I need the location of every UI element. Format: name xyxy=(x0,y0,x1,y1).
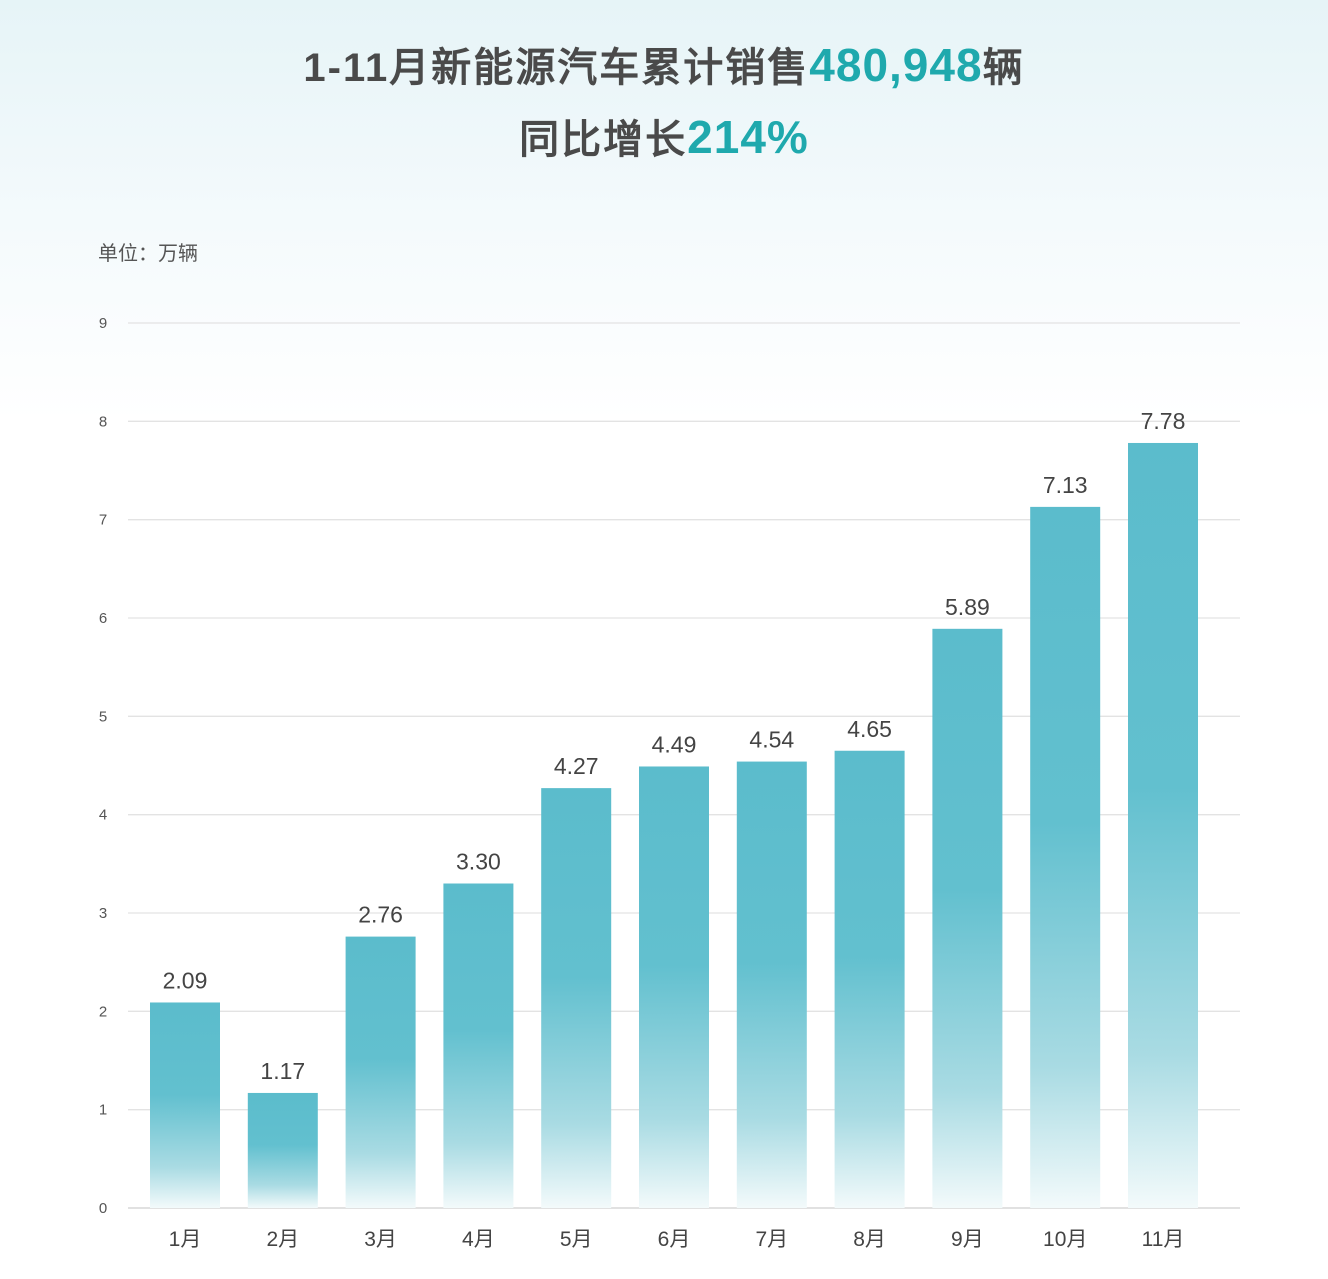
headline-prefix: 1-11月新能源汽车累计销售 xyxy=(303,46,810,90)
data-label: 4.27 xyxy=(554,753,599,779)
y-tick-label: 3 xyxy=(99,905,107,922)
x-tick-label: 5月 xyxy=(560,1228,593,1251)
unit-label: 单位：万辆 xyxy=(98,243,198,265)
headline-yoy-growth: 同比增长214% xyxy=(0,108,1328,169)
bar xyxy=(247,1092,318,1208)
y-tick-label: 7 xyxy=(99,512,107,529)
x-tick-label: 4月 xyxy=(462,1228,495,1251)
x-tick-label: 10月 xyxy=(1043,1228,1087,1251)
y-tick-label: 2 xyxy=(99,1003,107,1020)
y-tick-label: 6 xyxy=(99,610,107,627)
x-tick-label: 2月 xyxy=(266,1228,299,1251)
data-label: 7.78 xyxy=(1141,408,1186,434)
bar xyxy=(443,883,514,1208)
data-label: 1.17 xyxy=(260,1058,305,1084)
bar xyxy=(1030,506,1101,1209)
bar xyxy=(932,628,1003,1208)
y-tick-label: 5 xyxy=(99,708,107,725)
data-label: 4.49 xyxy=(652,731,697,757)
x-tick-label: 9月 xyxy=(951,1228,984,1251)
data-label: 2.76 xyxy=(358,902,403,928)
bar xyxy=(541,788,612,1208)
y-tick-label: 4 xyxy=(99,807,107,824)
y-tick-label: 8 xyxy=(99,413,107,430)
x-tick-label: 6月 xyxy=(658,1228,691,1251)
x-tick-label: 7月 xyxy=(755,1228,788,1251)
headline-total-value: 480,948 xyxy=(809,39,983,91)
headline-suffix: 辆 xyxy=(982,46,1025,90)
growth-value: 214% xyxy=(687,111,809,163)
data-label: 4.54 xyxy=(749,727,794,753)
y-axis-ticks: 0 1 2 3 4 5 6 7 8 9 xyxy=(99,315,107,1217)
bars xyxy=(150,442,1198,1209)
x-tick-label: 8月 xyxy=(853,1228,886,1251)
value-labels: 2.09 1.17 2.76 3.30 4.27 4.49 4.54 4.65 5.89 7.13… xyxy=(163,408,1186,1084)
growth-prefix: 同比增长 xyxy=(519,118,688,162)
bar xyxy=(150,1002,220,1208)
y-tick-label: 0 xyxy=(99,1200,107,1217)
bar xyxy=(1128,442,1198,1208)
x-tick-label: 11月 xyxy=(1142,1228,1185,1251)
y-tick-label: 1 xyxy=(99,1102,107,1119)
bar xyxy=(736,761,807,1208)
bar xyxy=(639,766,709,1208)
y-tick-label: 9 xyxy=(99,315,107,332)
data-label: 7.13 xyxy=(1043,472,1088,498)
x-tick-label: 1月 xyxy=(169,1228,202,1251)
data-label: 4.65 xyxy=(847,716,892,742)
x-tick-label: 3月 xyxy=(364,1228,397,1251)
data-label: 3.30 xyxy=(456,849,501,875)
bar xyxy=(834,750,905,1208)
data-label: 5.89 xyxy=(945,594,990,620)
x-axis-ticks: 1月 2月 3月 4月 5月 6月 7月 8月 9月 10月 11月 xyxy=(169,1228,1185,1251)
bar xyxy=(345,936,416,1208)
data-label: 2.09 xyxy=(163,967,208,993)
headline-cumulative-sales: 1-11月新能源汽车累计销售480,948辆 xyxy=(0,36,1328,97)
